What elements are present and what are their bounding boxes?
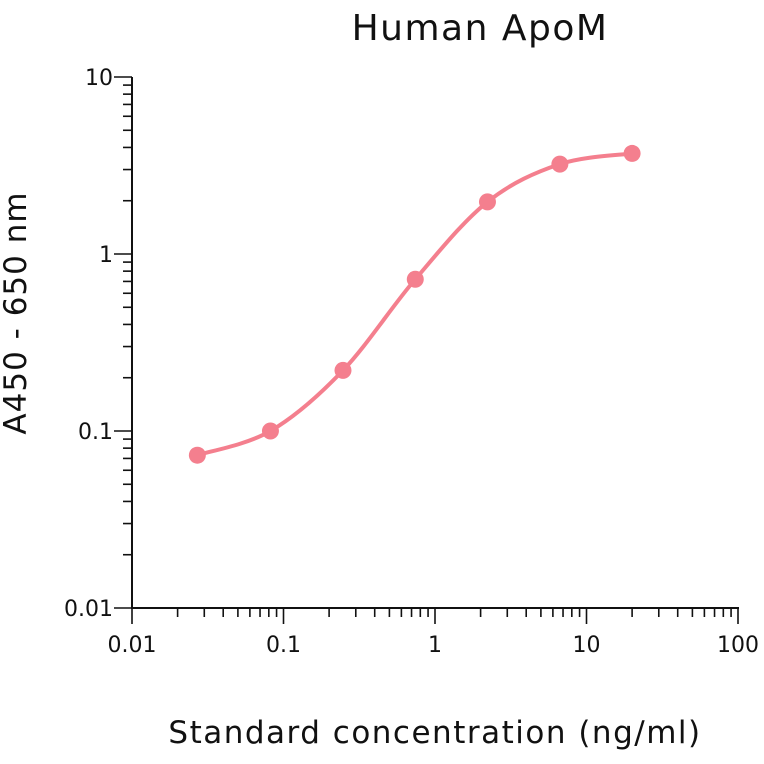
data-point <box>551 155 569 173</box>
x-tick-label: 1 <box>428 633 442 658</box>
y-tick-label: 0.1 <box>78 420 113 445</box>
axes: 0.01 0.1 1 10 100 0.01 0.1 1 10 <box>64 66 759 658</box>
x-axis-label: Standard concentration (ng/ml) <box>168 715 702 751</box>
y-tick-label: 1 <box>99 243 113 268</box>
data-point <box>334 361 352 379</box>
x-tick-label: 100 <box>717 633 759 658</box>
data-point <box>623 144 641 162</box>
data-point <box>406 270 424 288</box>
y-tick-label: 10 <box>85 66 113 91</box>
x-tick-label: 10 <box>573 633 601 658</box>
y-tick-label: 0.01 <box>64 597 113 622</box>
data-point <box>478 193 496 211</box>
data-point <box>261 422 279 440</box>
fit-curve <box>195 151 635 458</box>
data-point <box>188 446 206 464</box>
x-tick-label: 0.01 <box>108 633 157 658</box>
x-tick-label: 0.1 <box>266 633 301 658</box>
chart-title: Human ApoM <box>351 8 609 49</box>
fit-curve-layer <box>195 151 635 458</box>
data-points-layer <box>188 144 641 464</box>
